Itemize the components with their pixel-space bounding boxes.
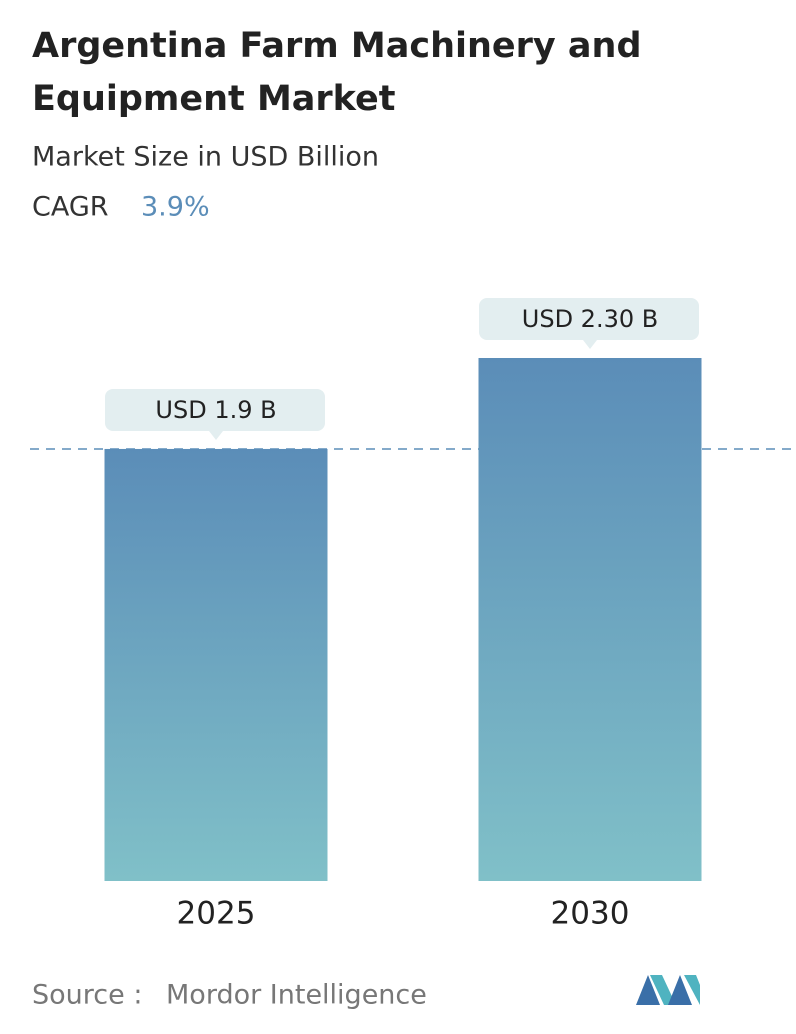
logo: [636, 975, 700, 1005]
x-tick-label: 2025: [177, 896, 256, 932]
cagr-label: CAGR: [32, 192, 109, 223]
value-label: USD 1.9 B: [155, 396, 276, 424]
value-label: USD 2.30 B: [522, 305, 658, 333]
chart-title: Argentina Farm Machinery and: [32, 26, 642, 66]
x-tick-label: 2030: [551, 896, 630, 932]
bar: [104, 448, 328, 881]
chart-title: Equipment Market: [32, 79, 395, 119]
value-label-box: [105, 388, 325, 431]
value-label-box: [479, 298, 699, 340]
bar: [478, 358, 702, 881]
value-label-pointer: [209, 430, 223, 440]
source: Mordor Intelligence: [166, 980, 427, 1011]
value-label-pointer: [583, 340, 597, 349]
source-label: Source :: [32, 980, 142, 1011]
cagr-value: 3.9%: [141, 192, 210, 223]
chart-subtitle: Market Size in USD Billion: [32, 142, 379, 173]
